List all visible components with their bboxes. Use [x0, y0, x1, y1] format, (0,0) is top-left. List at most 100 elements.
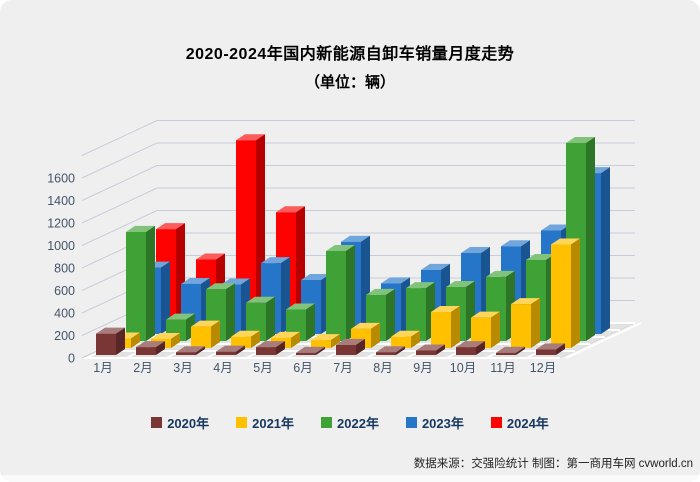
bar-2022年-3月 — [206, 283, 235, 341]
bar-face — [366, 288, 395, 295]
bar-face — [211, 320, 220, 348]
bar-2021年-3月 — [191, 320, 220, 348]
bar-face — [191, 320, 220, 327]
bar-face — [431, 306, 460, 312]
bar-face — [251, 330, 260, 348]
bar-2021年-6月 — [311, 334, 340, 348]
bar-face — [221, 278, 250, 285]
x-axis-month-label: 6月 — [293, 361, 312, 375]
chart-subtitle: （单位：辆） — [304, 74, 395, 91]
bar-face — [291, 331, 300, 348]
x-axis-month-label: 4月 — [213, 361, 232, 375]
bar-2020年-4月 — [216, 345, 245, 355]
bar-face — [271, 331, 300, 338]
legend-item-2021年: 2021年 — [236, 413, 294, 432]
y-axis-tick-label: 1000 — [47, 239, 75, 253]
bar-face — [371, 322, 380, 348]
legend-item-2023年: 2023年 — [405, 413, 464, 432]
bar-2020年-1月 — [96, 327, 125, 355]
bar-face — [451, 306, 460, 348]
bar-face — [356, 338, 365, 355]
bar-face — [511, 298, 540, 305]
bar-face — [316, 346, 325, 355]
x-axis-month-label: 5月 — [253, 361, 272, 375]
bar-face — [491, 311, 500, 348]
bar-face — [236, 345, 245, 355]
bar-face — [406, 282, 435, 289]
bar-face — [601, 167, 610, 334]
bar-face — [296, 352, 316, 355]
bar-face — [376, 346, 405, 353]
gridline-wall — [81, 120, 158, 156]
bar-face — [196, 346, 205, 355]
bar-face — [436, 344, 445, 355]
bar-face — [171, 333, 180, 348]
y-axis-tick-label: 600 — [54, 284, 75, 298]
bar-2021年-11月 — [511, 298, 540, 348]
bar-2020年-11月 — [496, 346, 525, 355]
bar-face — [551, 238, 580, 245]
bar-face — [526, 254, 555, 260]
bar-face — [256, 347, 276, 355]
bar-face — [416, 350, 436, 355]
bar-2021年-12月 — [551, 238, 580, 348]
bar-face — [266, 296, 275, 341]
bar-face — [326, 245, 355, 251]
bar-face — [136, 341, 165, 348]
bar-2021年-4月 — [231, 330, 260, 348]
bar-face — [231, 336, 251, 348]
y-axis-tick-label: 1200 — [47, 217, 75, 231]
bar-face — [536, 343, 565, 350]
bar-face — [301, 274, 330, 280]
bar-2020年-6月 — [296, 346, 325, 355]
y-axis-tick-label: 200 — [54, 329, 75, 343]
bar-2020年-5月 — [256, 341, 285, 355]
y-axis-tick-label: 0 — [68, 352, 75, 366]
bar-face — [296, 346, 325, 353]
x-axis-month-label: 9月 — [413, 361, 432, 375]
bar-face — [236, 134, 265, 141]
bar-face — [381, 277, 410, 284]
bar-face — [556, 343, 565, 355]
bar-face — [391, 330, 420, 337]
chart-title-block: 2020-2024年国内新能源自卸车销量月度走势 （单位：辆） — [0, 40, 700, 92]
bar-2022年-1月 — [126, 225, 155, 341]
bar-face — [586, 137, 595, 341]
bar-face — [456, 341, 485, 348]
y-axis-tick-label: 1600 — [47, 172, 75, 186]
bar-face — [311, 334, 340, 341]
bar-face — [216, 345, 245, 352]
bar-face — [126, 225, 155, 232]
x-axis-month-label: 11月 — [490, 361, 515, 375]
bottom-edge — [0, 475, 700, 482]
bar-face — [286, 303, 315, 310]
legend: 2020年 2021年 2022年 2023年 2024年 — [0, 413, 700, 432]
bar-face — [396, 346, 405, 355]
bar-2020年-8月 — [376, 346, 405, 355]
bar-2020年-12月 — [536, 343, 565, 355]
bar-face — [311, 340, 331, 348]
bar-face — [531, 298, 540, 348]
legend-item-2020年: 2020年 — [151, 413, 209, 432]
bar-face — [471, 311, 500, 318]
bar-face — [336, 344, 356, 355]
bar-2020年-2月 — [136, 341, 165, 355]
bar-face — [131, 332, 140, 348]
gridline-wall — [81, 142, 158, 179]
bar-2021年-10月 — [471, 311, 500, 348]
bar-face — [471, 317, 491, 348]
bar-face — [96, 333, 116, 355]
legend-item-2022年: 2022年 — [321, 413, 379, 432]
bar-face — [216, 351, 236, 355]
legend-label: 2020年 — [167, 416, 210, 431]
bar-face — [326, 251, 346, 341]
bar-face — [541, 224, 570, 231]
bar-face — [116, 327, 125, 355]
legend-swatch — [405, 417, 417, 428]
bar-face — [416, 344, 445, 351]
floor-col-line — [565, 322, 642, 359]
x-axis-month-label: 2月 — [133, 361, 152, 375]
bar-face — [161, 261, 170, 334]
bar-face — [156, 223, 185, 230]
